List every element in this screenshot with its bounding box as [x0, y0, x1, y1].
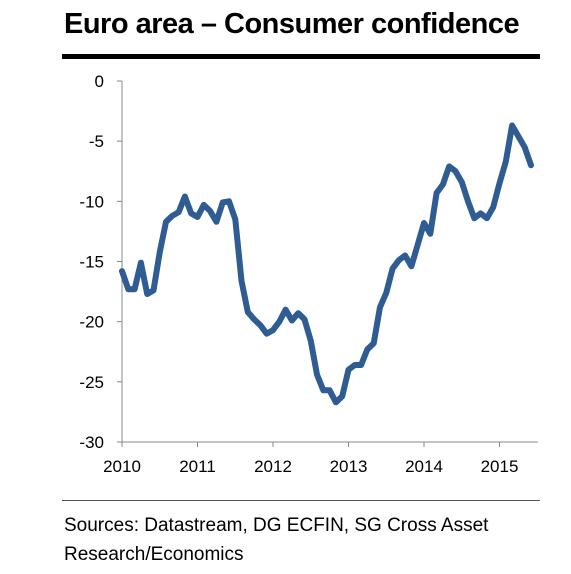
chart-title: Euro area – Consumer confidence	[64, 8, 520, 40]
y-tick-label: -25	[79, 373, 104, 392]
y-tick-label: -20	[79, 313, 104, 332]
x-tick-label: 2013	[330, 457, 368, 476]
y-tick-label: -5	[89, 132, 104, 151]
x-tick-label: 2010	[103, 457, 141, 476]
x-tick-label: 2012	[254, 457, 292, 476]
y-tick-label: -30	[79, 433, 104, 452]
x-tick-label: 2014	[405, 457, 443, 476]
y-tick-label: -10	[79, 192, 104, 211]
y-tick-label: 0	[95, 72, 104, 91]
y-tick-label: -15	[79, 253, 104, 272]
series-line	[119, 122, 534, 406]
x-axis-ticks: 2010 2011 2012 2013 2014 2015	[103, 442, 518, 476]
source-rule	[62, 500, 540, 501]
x-tick-label: 2015	[481, 457, 519, 476]
series-group	[119, 122, 534, 406]
source-note: Sources: Datastream, DG ECFIN, SG Cross …	[64, 515, 489, 565]
y-axis-ticks: 0 -5 -10 -15 -20 -25 -30	[79, 72, 122, 452]
title-rule	[62, 54, 540, 59]
x-tick-label: 2011	[179, 457, 216, 476]
line-chart: 0-5-10-15-20-25-30 2010 2011 2012 2013 2014 2…	[79, 72, 538, 476]
